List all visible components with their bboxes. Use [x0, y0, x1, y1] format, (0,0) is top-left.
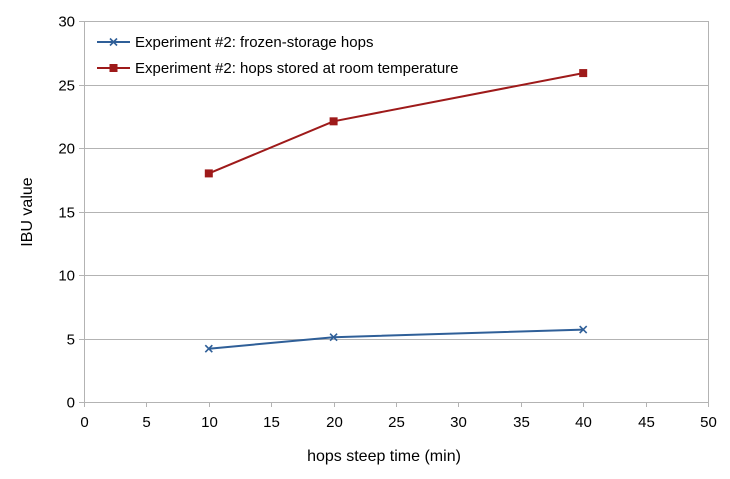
y-tick-label: 0 — [67, 395, 75, 412]
x-tick-label: 15 — [263, 414, 280, 431]
data-point — [204, 344, 213, 353]
x-tick-label: 35 — [513, 414, 530, 431]
x-tick-label: 40 — [575, 414, 592, 431]
axes — [79, 21, 709, 407]
legend-swatch-marker — [109, 64, 118, 72]
y-tick-label: 10 — [58, 268, 75, 285]
x-tick-label: 30 — [450, 414, 467, 431]
legend-swatch-marker — [109, 37, 118, 47]
data-point — [579, 69, 588, 78]
y-tick-label: 15 — [58, 205, 75, 222]
y-tick-label: 5 — [67, 332, 75, 349]
legend-item: Experiment #2: frozen-storage hops — [97, 34, 373, 51]
series — [204, 69, 588, 353]
x-tick-label: 25 — [388, 414, 405, 431]
tick-labels: 0 5 10 15 20 25 30 0 5 10 15 20 25 30 35 40 45 50 — [58, 14, 717, 432]
legend-item: Experiment #2: hops stored at room tempe… — [97, 60, 459, 77]
data-point — [204, 169, 213, 178]
grid — [84, 21, 708, 340]
series-line — [208, 72, 584, 175]
x-tick-label: 50 — [700, 414, 717, 431]
legend-label: Experiment #2: frozen-storage hops — [135, 34, 373, 51]
legend-label: Experiment #2: hops stored at room tempe… — [135, 60, 459, 77]
legend: Experiment #2: frozen-storage hops Experi… — [97, 34, 459, 77]
x-tick-label: 5 — [142, 414, 150, 431]
x-tick-label: 0 — [80, 414, 88, 431]
data-point — [329, 333, 338, 342]
x-axis-title: hops steep time (min) — [307, 448, 461, 465]
x-tick-label: 20 — [326, 414, 343, 431]
series-2 — [204, 69, 588, 178]
x-tick-label: 45 — [638, 414, 655, 431]
data-point — [579, 325, 588, 334]
y-axis-title: IBU value — [19, 177, 36, 246]
x-tick-label: 10 — [201, 414, 218, 431]
series-1 — [204, 325, 588, 353]
y-tick-label: 25 — [58, 78, 75, 95]
data-point — [329, 117, 338, 126]
y-tick-label: 30 — [58, 14, 75, 31]
y-tick-label: 20 — [58, 141, 75, 158]
